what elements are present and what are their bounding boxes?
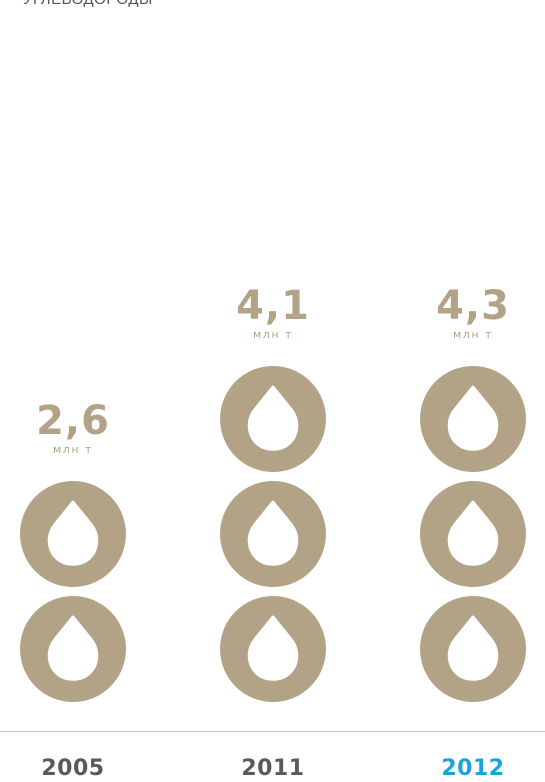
value-label: 4,3 [436,283,510,329]
oil-drop-icon [420,366,526,472]
section-title: УГЛЕВОДОРОДЫ [23,0,153,9]
oil-drop-icon [220,596,326,702]
axis-line [0,731,545,732]
bar-2005: 2,6 млн т [19,0,127,782]
unit-label: млн т [253,328,293,341]
bar-2012: 4,3 млн т [419,0,527,782]
unit-label: млн т [453,328,493,341]
year-label-2005: 2005 [41,756,105,781]
oil-drop-icon [20,596,126,702]
year-label-2011: 2011 [241,756,305,781]
value-label: 4,1 [236,283,310,329]
value-label: 2,6 [36,398,110,444]
oil-drop-icon [220,366,326,472]
oil-drop-icon [20,481,126,587]
bar-2011: 4,1 млн т [219,0,327,782]
oil-drop-icon [420,596,526,702]
unit-label: млн т [53,443,93,456]
year-label-2012: 2012 [441,756,505,781]
oil-drop-icon [220,481,326,587]
oil-drop-icon [420,481,526,587]
